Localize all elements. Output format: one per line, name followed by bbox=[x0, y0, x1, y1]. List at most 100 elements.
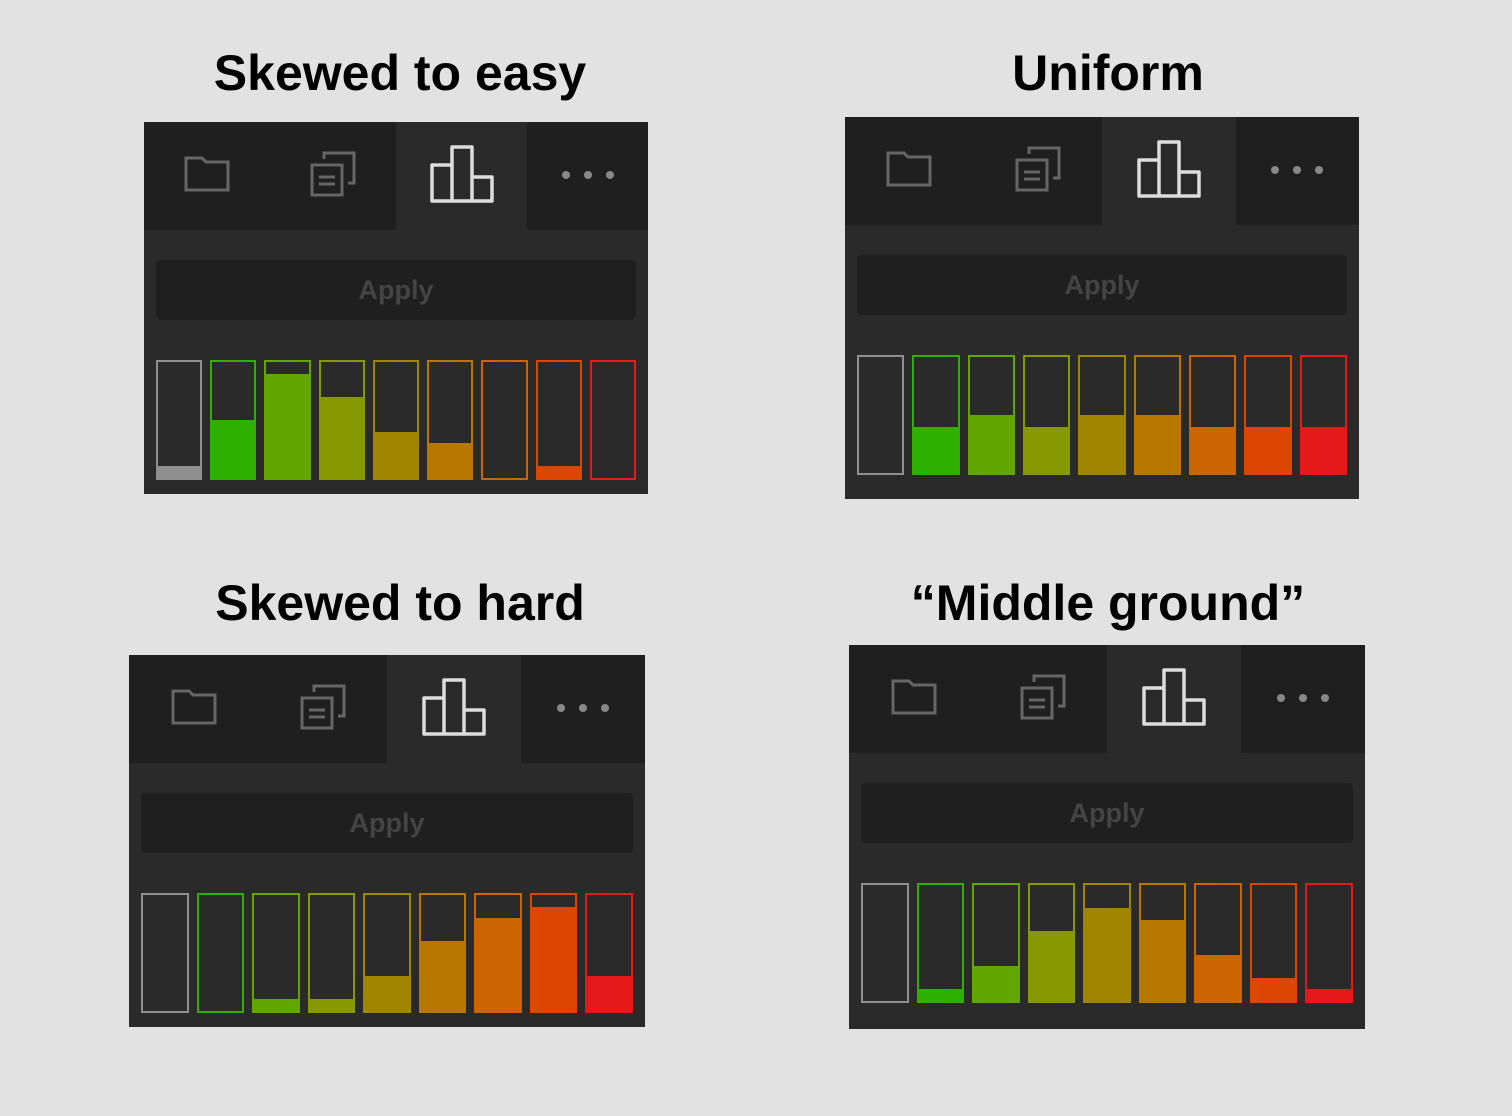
tab-more-dots[interactable] bbox=[1241, 645, 1365, 753]
bar-chart-icon bbox=[1137, 139, 1201, 203]
more-dots-icon bbox=[556, 700, 610, 718]
difficulty-bar-5[interactable] bbox=[1083, 883, 1131, 1003]
tab-folder[interactable] bbox=[845, 117, 974, 225]
difficulty-bar-5[interactable] bbox=[372, 360, 420, 480]
panel-title: Skewed to easy bbox=[213, 45, 587, 101]
panel-title: Skewed to hard bbox=[215, 575, 585, 631]
difficulty-bar-2[interactable] bbox=[196, 893, 245, 1013]
tab-more-dots[interactable] bbox=[527, 122, 648, 230]
difficulty-bar-3[interactable] bbox=[264, 360, 311, 480]
bar-fill bbox=[1301, 426, 1345, 473]
difficulty-bar-3[interactable] bbox=[252, 893, 300, 1013]
difficulty-bar-7[interactable] bbox=[481, 360, 528, 480]
difficulty-bar-2[interactable] bbox=[912, 355, 960, 475]
apply-button[interactable]: Apply bbox=[141, 793, 633, 853]
difficulty-bar-6[interactable] bbox=[1138, 883, 1187, 1003]
bar-fill bbox=[365, 976, 409, 1011]
bar-fill bbox=[374, 431, 418, 478]
apply-button[interactable]: Apply bbox=[857, 255, 1347, 315]
difficulty-bar-6[interactable] bbox=[418, 893, 467, 1013]
difficulty-bar-9[interactable] bbox=[1305, 883, 1353, 1003]
more-dots-icon bbox=[1270, 162, 1324, 180]
difficulty-bar-7[interactable] bbox=[1194, 883, 1242, 1003]
difficulty-bar-1[interactable] bbox=[141, 893, 189, 1013]
tab-bar-chart[interactable] bbox=[387, 655, 522, 763]
bar-fill bbox=[212, 420, 255, 478]
difficulty-bar-1[interactable] bbox=[861, 883, 909, 1003]
tab-documents[interactable] bbox=[978, 645, 1107, 753]
difficulty-bar-8[interactable] bbox=[1249, 883, 1298, 1003]
bar-fill bbox=[531, 906, 576, 1011]
bar-fill bbox=[266, 373, 309, 478]
tab-more-dots[interactable] bbox=[1235, 117, 1359, 225]
bar-fill bbox=[914, 426, 958, 473]
bar-fill bbox=[1085, 908, 1129, 1001]
difficulty-bar-4[interactable] bbox=[1023, 355, 1071, 475]
apply-button[interactable]: Apply bbox=[861, 783, 1353, 843]
difficulty-bar-3[interactable] bbox=[972, 883, 1020, 1003]
difficulty-bar-8[interactable] bbox=[535, 360, 582, 480]
panel-skewed-hard: Apply bbox=[129, 655, 645, 1027]
bar-fill bbox=[969, 415, 1013, 473]
panel-title: “Middle ground” bbox=[910, 575, 1306, 631]
difficulty-bar-8[interactable] bbox=[1244, 355, 1292, 475]
tab-bar-chart[interactable] bbox=[1102, 117, 1236, 225]
difficulty-bar-5[interactable] bbox=[363, 893, 411, 1013]
panel-skewed-easy: Apply bbox=[144, 122, 648, 494]
tab-folder[interactable] bbox=[849, 645, 978, 753]
apply-button[interactable]: Apply bbox=[156, 260, 636, 320]
difficulty-bar-6[interactable] bbox=[1133, 355, 1181, 475]
panel-middle-ground: Apply bbox=[849, 645, 1365, 1029]
difficulty-bar-1[interactable] bbox=[857, 355, 905, 475]
bar-fill bbox=[158, 466, 201, 478]
difficulty-bar-6[interactable] bbox=[427, 360, 474, 480]
difficulty-bar-9[interactable] bbox=[589, 360, 636, 480]
bar-fill bbox=[918, 989, 963, 1001]
difficulty-bar-4[interactable] bbox=[307, 893, 356, 1013]
tab-bar-chart[interactable] bbox=[396, 122, 528, 230]
difficulty-bars bbox=[857, 355, 1347, 475]
difficulty-bar-8[interactable] bbox=[529, 893, 578, 1013]
bar-fill bbox=[1140, 919, 1185, 1001]
difficulty-bar-4[interactable] bbox=[1027, 883, 1076, 1003]
bar-fill bbox=[1025, 426, 1069, 473]
bar-fill bbox=[420, 941, 465, 1011]
tab-documents[interactable] bbox=[973, 117, 1102, 225]
difficulty-bar-7[interactable] bbox=[474, 893, 522, 1013]
documents-icon bbox=[300, 684, 346, 735]
more-dots-icon bbox=[561, 167, 615, 185]
bar-fill bbox=[974, 966, 1018, 1001]
difficulty-bar-3[interactable] bbox=[967, 355, 1015, 475]
bar-fill bbox=[1029, 931, 1074, 1001]
tab-bar bbox=[129, 655, 645, 763]
difficulty-bar-7[interactable] bbox=[1189, 355, 1237, 475]
bar-chart-icon bbox=[429, 144, 494, 208]
difficulty-bar-2[interactable] bbox=[916, 883, 965, 1003]
tab-folder[interactable] bbox=[129, 655, 258, 763]
bar-fill bbox=[476, 918, 520, 1011]
bar-fill bbox=[309, 999, 354, 1011]
tab-bar-chart[interactable] bbox=[1107, 645, 1242, 753]
bar-fill bbox=[1135, 415, 1179, 473]
documents-icon bbox=[1015, 146, 1061, 197]
tab-documents[interactable] bbox=[270, 122, 396, 230]
bar-fill bbox=[320, 396, 363, 478]
bar-fill bbox=[1246, 426, 1290, 473]
difficulty-bars bbox=[141, 893, 633, 1013]
difficulty-bar-4[interactable] bbox=[318, 360, 365, 480]
tab-bar bbox=[144, 122, 648, 230]
documents-icon bbox=[310, 151, 356, 202]
tab-folder[interactable] bbox=[144, 122, 270, 230]
difficulty-bar-1[interactable] bbox=[156, 360, 203, 480]
difficulty-bars bbox=[156, 360, 636, 480]
difficulty-bar-2[interactable] bbox=[210, 360, 257, 480]
tab-more-dots[interactable] bbox=[521, 655, 645, 763]
difficulty-bar-9[interactable] bbox=[585, 893, 633, 1013]
bar-fill bbox=[254, 999, 298, 1011]
difficulty-bar-9[interactable] bbox=[1299, 355, 1347, 475]
difficulty-bar-5[interactable] bbox=[1078, 355, 1126, 475]
bar-fill bbox=[537, 466, 580, 478]
bar-fill bbox=[1196, 954, 1240, 1001]
folder-icon bbox=[184, 154, 230, 199]
tab-documents[interactable] bbox=[258, 655, 387, 763]
